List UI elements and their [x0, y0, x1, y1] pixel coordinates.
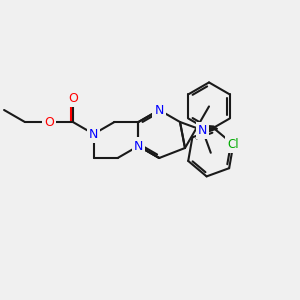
Text: O: O: [44, 116, 54, 128]
Text: O: O: [68, 92, 78, 104]
Text: N: N: [154, 103, 164, 116]
Text: N: N: [134, 140, 143, 152]
Text: N: N: [89, 128, 98, 140]
Text: N: N: [134, 140, 143, 152]
Text: N: N: [198, 124, 207, 137]
Text: Cl: Cl: [227, 138, 239, 151]
